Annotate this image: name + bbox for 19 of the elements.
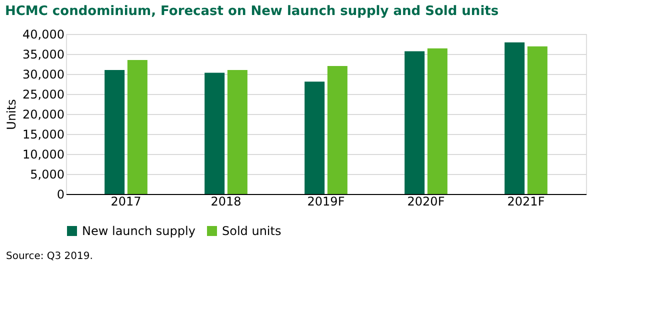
y-tick-label: 10,000 xyxy=(22,148,64,162)
y-tick-label: 15,000 xyxy=(22,128,64,142)
y-tick-label: 40,000 xyxy=(22,28,64,42)
source-note: Source: Q3 2019. xyxy=(6,251,93,262)
x-tick-label: 2020F xyxy=(407,194,445,208)
x-tick-label: 2019F xyxy=(307,194,345,208)
x-tick-label: 2017 xyxy=(110,194,142,208)
x-tick-label: 2021F xyxy=(507,194,545,208)
y-axis-title: Units xyxy=(4,99,19,130)
y-tick-label: 35,000 xyxy=(22,48,64,62)
chart-title: HCMC condominium, Forecast on New launch supply and Sold units xyxy=(5,4,499,19)
legend-label: Sold units xyxy=(222,224,282,238)
x-tick-label: 2018 xyxy=(210,194,242,208)
y-tick-label: 5,000 xyxy=(30,168,64,182)
y-tick-label: 30,000 xyxy=(22,68,64,82)
y-tick-label: 20,000 xyxy=(22,108,64,122)
legend-label: New launch supply xyxy=(82,224,196,238)
y-tick-label: 0 xyxy=(56,188,64,202)
y-tick-label: 25,000 xyxy=(22,88,64,102)
